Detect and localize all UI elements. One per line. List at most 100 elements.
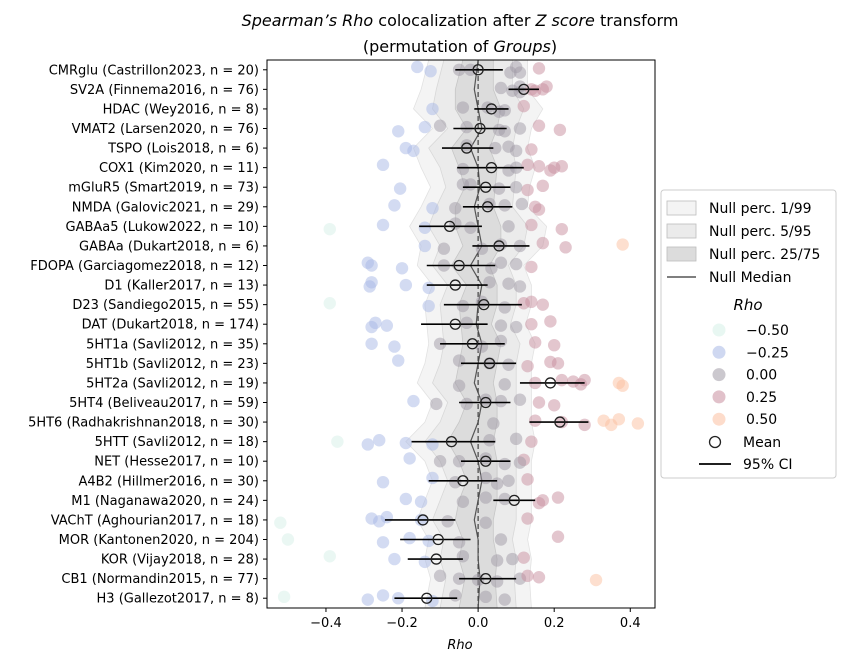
data-point (456, 101, 470, 114)
data-point (551, 491, 565, 504)
legend-hue-swatch (712, 412, 726, 426)
data-point (422, 281, 435, 295)
y-tick-label: COX1 (Kim2020, n = 11) (99, 161, 259, 176)
data-point (452, 455, 466, 468)
data-point (449, 217, 462, 230)
mean-marker (508, 494, 520, 507)
data-point (521, 473, 534, 486)
y-tick-label: GABAa (Dukart2018, n = 6) (79, 239, 259, 254)
data-point (323, 297, 336, 310)
data-point (490, 554, 504, 567)
mean-marker (445, 435, 458, 448)
y-tick-label: GABAa5 (Lukow2022, n = 10) (66, 220, 259, 235)
data-point (399, 492, 413, 506)
data-point (430, 397, 443, 411)
data-point (487, 417, 500, 430)
legend-frame (660, 189, 837, 479)
legend-mean-label: Mean (743, 435, 781, 451)
mean-marker (449, 318, 461, 330)
data-point (361, 438, 375, 451)
data-point (365, 259, 378, 272)
data-point (553, 123, 567, 137)
y-tick-label: VMAT2 (Larsen2020, n = 76) (72, 122, 259, 137)
legend-hue-swatch (712, 345, 726, 359)
data-point (536, 83, 549, 96)
data-point (388, 552, 401, 566)
legend-band-swatch (666, 200, 697, 216)
data-point (492, 123, 506, 137)
data-point (426, 201, 439, 215)
data-point (399, 278, 413, 292)
x-tick-label: −0.2 (386, 616, 418, 631)
data-point (365, 276, 378, 289)
x-axis: −0.4 −0.2 0.0 0.2 0.4 (310, 608, 641, 631)
data-point (456, 495, 470, 508)
mean-marker (518, 83, 530, 96)
data-point (525, 143, 538, 156)
data-point (521, 359, 534, 373)
data-point (597, 414, 610, 427)
data-point (418, 555, 432, 569)
mean-marker (457, 475, 469, 487)
legend-hue-label: 0.50 (746, 412, 777, 428)
legend-band-label: Null perc. 1/99 (709, 201, 812, 217)
data-point (464, 178, 477, 191)
data-point (426, 102, 439, 116)
data-point (449, 201, 462, 215)
data-point (376, 218, 390, 232)
data-point (403, 531, 416, 545)
data-point (494, 394, 508, 408)
data-point (502, 220, 515, 233)
data-point (502, 358, 515, 371)
data-point (525, 318, 538, 331)
data-point (532, 160, 546, 173)
data-point (403, 452, 416, 465)
data-point (418, 239, 432, 253)
data-point (483, 434, 496, 447)
y-tick-label: CMRglu (Castrillon2023, n = 20) (49, 63, 259, 78)
data-point (449, 589, 462, 602)
data-point (424, 64, 437, 78)
data-point (418, 120, 432, 134)
mean-marker (417, 514, 429, 526)
mean-marker (461, 142, 473, 154)
data-point (532, 571, 546, 584)
legend-band-label: Null perc. 25/75 (709, 247, 820, 263)
mean-marker (466, 338, 479, 350)
legend-hue-title: Rho (733, 296, 762, 314)
mean-marker (443, 220, 456, 233)
data-point (532, 203, 546, 216)
data-point (422, 299, 435, 313)
data-point (373, 434, 386, 447)
data-point (616, 238, 629, 251)
y-tick-label: H3 (Gallezot2017, n = 8) (97, 592, 259, 607)
data-point (407, 144, 420, 158)
data-point (388, 340, 401, 353)
data-point (433, 455, 447, 468)
data-point (492, 182, 506, 195)
legend-hue-label: 0.25 (746, 390, 777, 406)
data-point (369, 316, 382, 330)
data-point (521, 183, 534, 197)
data-point (460, 316, 473, 330)
data-point (513, 280, 527, 293)
mean-marker (449, 279, 461, 291)
data-point (376, 589, 390, 602)
y-tick-label: TSPO (Lois2018, n = 6) (107, 142, 259, 157)
data-point (494, 334, 508, 348)
y-tick-label: 5HTT (Savli2012, n = 18) (95, 435, 259, 450)
plot-frame (266, 59, 656, 609)
data-point (392, 125, 405, 138)
data-point (555, 160, 569, 173)
data-point (513, 456, 527, 469)
data-point (589, 573, 603, 587)
data-point (574, 378, 588, 391)
data-point (509, 320, 523, 334)
y-tick-label: 5HT1a (Savli2012, n = 35) (86, 337, 259, 352)
data-point (616, 379, 629, 392)
data-point (464, 221, 477, 234)
data-point (544, 315, 557, 328)
data-point (452, 572, 466, 585)
data-point (494, 533, 508, 546)
